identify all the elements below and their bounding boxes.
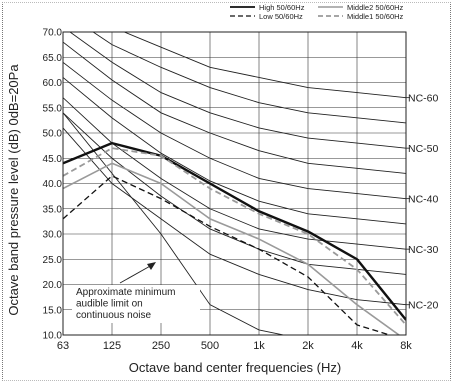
nc-curve: [92, 32, 406, 124]
annotation-text: Approximate minimum: [76, 287, 175, 298]
y-tick-label: 25.0: [43, 255, 63, 266]
nc-curve: [63, 41, 406, 174]
y-tick-labels: 70.0 65.0 60.0 55.0 50.0 45.0 40.0 35.0 30.0 25.0…: [43, 28, 63, 342]
legend-label: High 50/60Hz: [259, 3, 305, 12]
legend-label: Middle2 50/60Hz: [347, 3, 404, 12]
nc-curve: [63, 112, 406, 275]
nc-curves: [63, 32, 406, 335]
series-line: [63, 175, 392, 335]
y-tick-label: 40.0: [43, 179, 63, 190]
y-tick-label: 55.0: [43, 103, 63, 114]
y-tick-label: 30.0: [43, 230, 63, 241]
nc-curve: [123, 32, 406, 99]
nc-label: NC-40: [408, 194, 439, 206]
nc-curve: [69, 32, 406, 149]
legend-label: Middle1 50/60Hz: [347, 12, 404, 21]
y-tick-label: 20.0: [43, 280, 63, 291]
nc-label: NC-20: [408, 300, 439, 312]
annotation-arrowhead: [147, 262, 156, 270]
nc-label: NC-50: [408, 143, 439, 155]
annotation-box: [72, 285, 200, 323]
series-line: [63, 162, 401, 335]
nc-curve: [63, 127, 406, 306]
nc-label: NC-30: [408, 244, 439, 256]
x-tick-label: 125: [103, 340, 121, 352]
chart-frame: [2, 2, 451, 381]
legend-label: Low 50/60Hz: [259, 12, 303, 21]
series-lines: [63, 141, 406, 335]
nc-curve: [63, 61, 406, 200]
x-tick-label: 1k: [253, 340, 265, 352]
plot-border: [62, 31, 407, 336]
nc-label: NC-60: [408, 93, 439, 105]
y-tick-label: 50.0: [43, 129, 63, 140]
y-tick-label: 45.0: [43, 154, 63, 165]
x-tick-label: 500: [201, 340, 219, 352]
annotation-arrow: [119, 264, 153, 284]
annotation-text: continuous noise: [76, 310, 151, 321]
series-line: [63, 141, 406, 321]
nc-labels: NC-60 NC-50 NC-40 NC-30 NC-20: [406, 93, 439, 312]
y-tick-label: 35.0: [43, 204, 63, 215]
x-axis-title: Octave band center frequencies (Hz): [129, 360, 341, 375]
nc-curve: [63, 77, 406, 225]
series-line: [63, 147, 406, 326]
y-tick-label: 65.0: [43, 53, 63, 64]
y-axis-title: Octave band pressure level (dB) 0dB=20Pa: [6, 64, 21, 316]
annotation-text: audible limit on: [76, 299, 143, 310]
x-tick-label: 4k: [351, 340, 363, 352]
nc-curve: [63, 97, 406, 250]
y-tick-label: 60.0: [43, 78, 63, 89]
y-tick-label: 70.0: [43, 28, 63, 39]
y-tick-label: 10.0: [43, 331, 63, 342]
x-tick-labels: 63 125 250 500 1k 2k 4k 8k: [57, 340, 412, 352]
audible-limit-curve: [63, 112, 286, 335]
x-tick-label: 2k: [302, 340, 314, 352]
y-tick-label: 15.0: [43, 305, 63, 316]
x-tick-label: 8k: [400, 340, 412, 352]
x-tick-label: 250: [152, 340, 170, 352]
x-tick-label: 63: [57, 340, 69, 352]
